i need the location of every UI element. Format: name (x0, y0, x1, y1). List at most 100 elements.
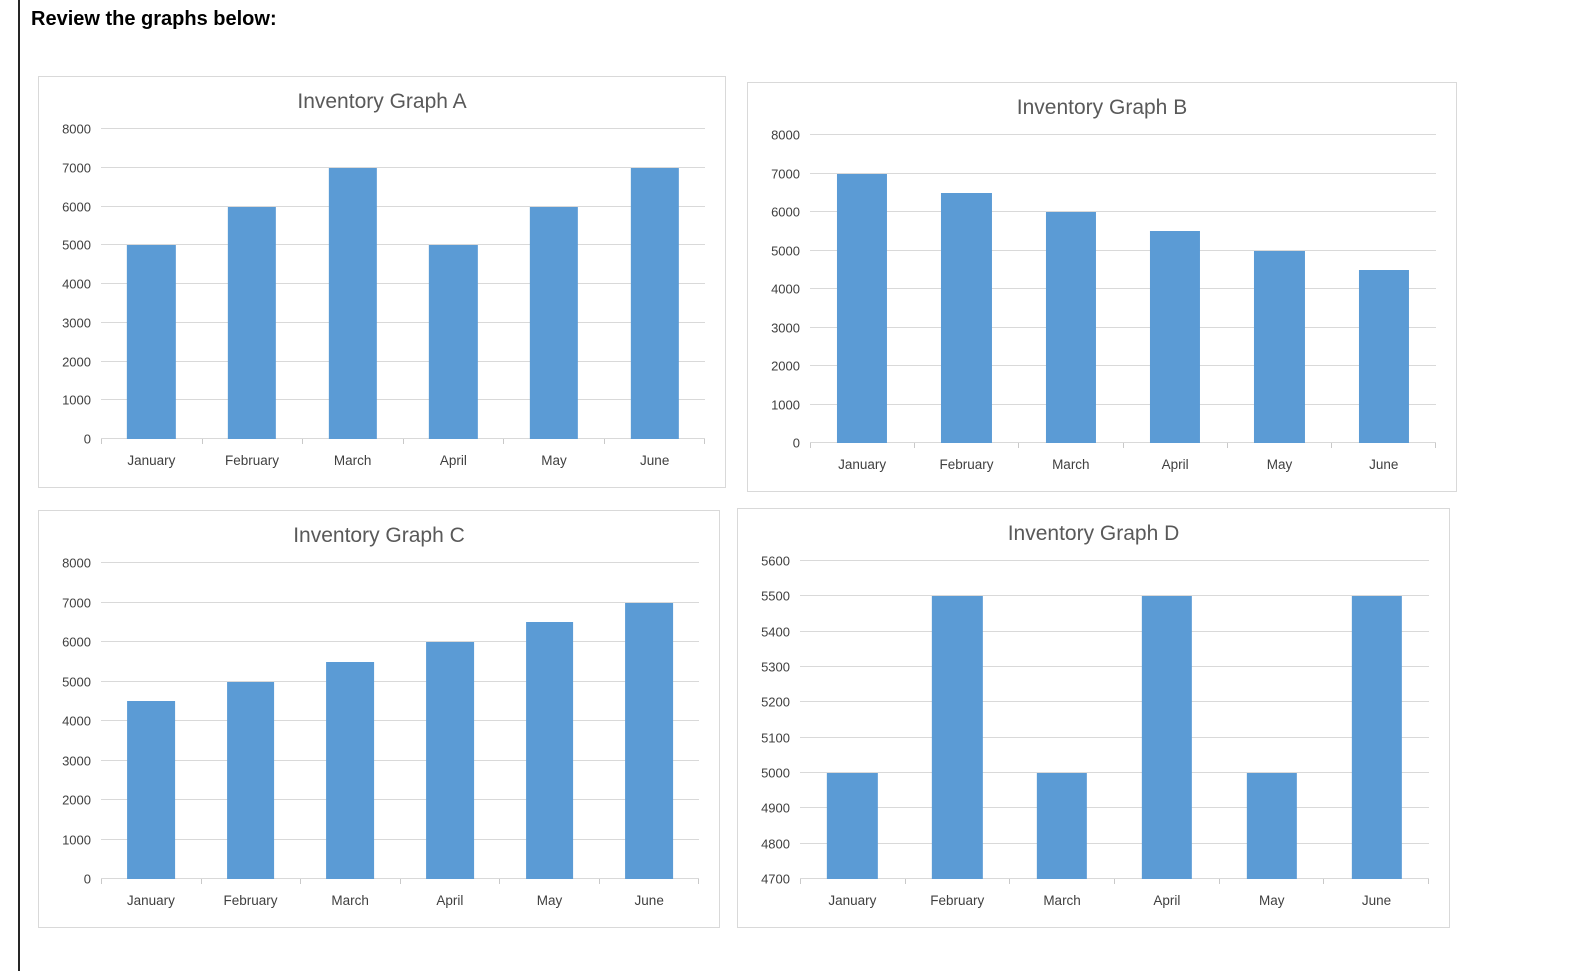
bar-march (1036, 773, 1088, 879)
y-tick-label: 3000 (62, 753, 91, 768)
gridline (101, 562, 699, 563)
y-tick-label: 5100 (761, 730, 790, 746)
y-tick-label: 4800 (761, 836, 790, 852)
bar-may (1246, 773, 1297, 879)
y-tick-label: 5400 (761, 624, 790, 640)
bar-slot (300, 563, 400, 879)
bars (101, 563, 699, 879)
gridline (101, 321, 705, 323)
y-tick-label: 5000 (771, 243, 800, 258)
gridline (810, 211, 1436, 212)
gridline (800, 807, 1429, 809)
x-axis-label: April (439, 453, 467, 468)
x-axis-labels: January February March April May June (101, 439, 705, 469)
x-tick (800, 879, 905, 884)
gridline (101, 283, 705, 284)
bar-may (1254, 250, 1305, 443)
bar-slot (810, 135, 914, 443)
y-tick-label: 3000 (771, 320, 800, 335)
bar-slot (101, 563, 201, 879)
gridline (810, 134, 1436, 135)
y-tick-label: 4900 (761, 800, 790, 816)
y-tick-label: 5000 (62, 237, 91, 253)
bar-january (127, 245, 176, 439)
bar-february (226, 681, 275, 879)
y-axis: 0 1000 2000 3000 4000 5000 6000 7000 8000 (748, 128, 810, 451)
y-tick-label: 5200 (761, 694, 790, 710)
bar-march (328, 167, 377, 439)
x-axis-label: January (127, 453, 176, 468)
x-tick (1330, 443, 1437, 448)
x-axis-label: June (1361, 893, 1392, 908)
bar-slot (1019, 135, 1123, 443)
chart-title: Inventory Graph B (1016, 96, 1188, 119)
bar-january (126, 701, 175, 879)
x-tick (1114, 879, 1219, 884)
bar-april (1141, 596, 1193, 879)
x-axis-labels: January February March April May June (810, 443, 1436, 473)
x-tick (603, 439, 705, 444)
bar-slot (202, 129, 303, 439)
x-axis-label: January (828, 893, 877, 908)
x-tick (302, 439, 403, 444)
gridline (101, 166, 705, 168)
gridline (101, 399, 705, 401)
y-tick-label: 1000 (62, 832, 91, 847)
x-tick (914, 443, 1018, 448)
x-axis-ticks (101, 439, 705, 444)
bar-slot (302, 129, 403, 439)
x-axis-label: March (333, 453, 372, 468)
gridline (101, 799, 699, 800)
chart-body: 0 1000 2000 3000 4000 5000 6000 7000 8000 Januar… (39, 122, 705, 469)
x-tick (201, 439, 303, 444)
x-axis-label: February (930, 893, 985, 908)
chart-title: Inventory Graph C (293, 524, 465, 547)
x-axis-labels: January February March April May June (800, 879, 1429, 909)
bar-slot (400, 563, 500, 879)
x-tick (1018, 443, 1122, 448)
bar-february (941, 192, 992, 443)
bar-march (1045, 212, 1096, 443)
y-axis: 0 1000 2000 3000 4000 5000 6000 7000 8000 (39, 556, 101, 887)
y-tick-label: 0 (83, 871, 91, 887)
chart-panel-a: Inventory Graph A 0 1000 2000 3000 4000 5000 6… (38, 76, 726, 488)
bar-april (1150, 231, 1201, 443)
x-tick (399, 879, 500, 884)
gridline (800, 560, 1429, 561)
bar-slot (1123, 135, 1227, 443)
y-tick-label: 3000 (62, 315, 91, 331)
x-axis-label: May (536, 893, 563, 908)
chart-body: 4700 4800 4900 5000 5100 5200 5300 5400 5500 5600… (738, 554, 1430, 909)
y-tick-label: 1000 (771, 397, 800, 412)
x-tick (1009, 879, 1114, 884)
bar-april (429, 245, 478, 439)
chart-panel-c: Inventory Graph C 0 1000 2000 3000 4000 5000 6… (38, 510, 720, 928)
gridline (800, 630, 1429, 632)
y-tick-label: 2000 (62, 354, 91, 369)
y-tick-label: 0 (792, 435, 800, 451)
chart-panel-b: Inventory Graph B 0 1000 2000 3000 4000 5000 6… (747, 82, 1457, 492)
x-tick (200, 879, 301, 884)
x-axis-label: February (223, 893, 278, 908)
gridline (810, 442, 1436, 443)
gridline (101, 601, 699, 603)
y-tick-label: 4000 (62, 713, 91, 729)
y-tick-label: 5000 (761, 765, 790, 781)
x-axis-label: May (1258, 893, 1285, 908)
x-axis-label: May (541, 453, 567, 468)
y-tick-label: 1000 (62, 392, 91, 408)
bar-slot (403, 129, 504, 439)
x-tick (810, 443, 914, 448)
y-axis: 0 1000 2000 3000 4000 5000 6000 7000 8000 (39, 122, 101, 447)
bar-slot (1219, 561, 1324, 879)
gridline (101, 838, 699, 840)
x-axis-labels: January February March April May June (101, 879, 699, 909)
gridline (800, 842, 1429, 844)
gridline (101, 878, 699, 879)
x-axis-label: March (331, 893, 369, 908)
chart-body: 0 1000 2000 3000 4000 5000 6000 7000 8000 Januar… (39, 556, 699, 909)
bar-slot (604, 129, 705, 439)
gridline (810, 172, 1436, 174)
y-tick-label: 7000 (62, 595, 91, 610)
x-tick (300, 879, 400, 884)
